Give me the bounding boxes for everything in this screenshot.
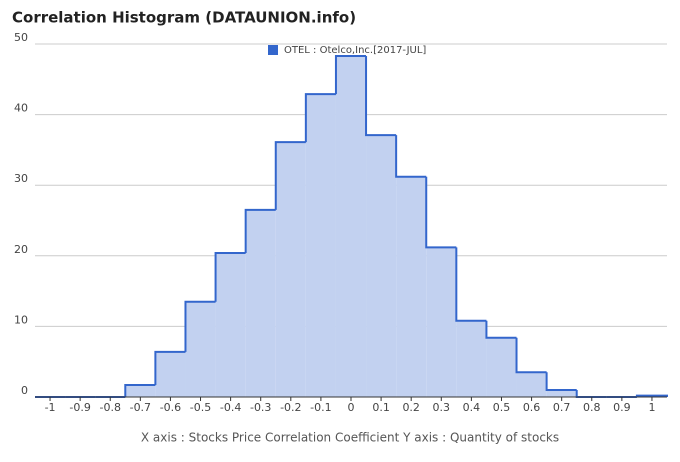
bar-outline <box>304 93 336 143</box>
bar <box>396 176 427 397</box>
x-tick-label: 1 <box>648 401 655 414</box>
bar-outline <box>575 389 607 398</box>
bar <box>305 94 336 397</box>
x-tick-label: 0.7 <box>553 401 571 414</box>
bar-outline <box>334 55 367 95</box>
y-tick-label: 40 <box>14 102 28 115</box>
bar <box>366 135 397 397</box>
y-tick-label: 10 <box>14 313 28 326</box>
x-tick-label: 0.3 <box>433 401 451 414</box>
bar-outline <box>395 135 427 178</box>
x-tick-label: -0.2 <box>280 401 301 414</box>
bar-outline <box>545 372 577 391</box>
bar <box>215 252 246 397</box>
x-tick-label: 0.1 <box>372 401 390 414</box>
bar-outline <box>365 56 397 137</box>
bar-outline <box>214 251 246 302</box>
x-tick-label: 0.4 <box>463 401 481 414</box>
x-tick-label: 0 <box>348 401 355 414</box>
bar-outline <box>274 141 306 210</box>
x-tick-label: -0.8 <box>100 401 121 414</box>
bar <box>426 247 457 397</box>
x-tick-label: 0.5 <box>493 401 511 414</box>
bar-outline <box>124 383 156 397</box>
bar-outline <box>184 300 216 352</box>
bar <box>185 301 216 397</box>
x-tick-label: -0.6 <box>160 401 181 414</box>
x-tick-label: 0.6 <box>523 401 541 414</box>
y-tick-label: 20 <box>14 243 28 256</box>
x-tick-label: -0.4 <box>220 401 241 414</box>
bar <box>456 320 487 397</box>
chart-title: Correlation Histogram (DATAUNION.info) <box>12 9 356 27</box>
bar-outline <box>485 320 517 339</box>
x-tick-label: -0.1 <box>310 401 331 414</box>
bar <box>486 337 517 397</box>
x-tick-label: 0.2 <box>402 401 420 414</box>
bar-outline <box>154 350 186 385</box>
y-tick-label: 0 <box>21 384 28 397</box>
y-tick-label: 30 <box>14 172 28 185</box>
x-tick-label: -0.3 <box>250 401 271 414</box>
x-tick-label: -0.9 <box>69 401 90 414</box>
bar <box>155 351 186 397</box>
x-tick-label: -1 <box>45 401 56 414</box>
bar <box>275 142 306 397</box>
x-tick-label: 0.8 <box>583 401 601 414</box>
bar-outline <box>244 208 276 253</box>
legend-label: OTEL : Otelco,Inc.[2017-JUL] <box>284 45 426 56</box>
x-tick-label: 0.9 <box>613 401 631 414</box>
bar-outline <box>425 176 457 249</box>
bar <box>125 384 156 397</box>
bar-outline <box>635 394 668 397</box>
legend-swatch <box>268 45 278 55</box>
bar-outline <box>455 247 487 322</box>
axis-label: X axis : Stocks Price Correlation Coeffi… <box>141 431 559 445</box>
x-tick-label: -0.5 <box>190 401 211 414</box>
x-tick-label: -0.7 <box>130 401 151 414</box>
bar <box>335 56 367 397</box>
y-tick-label: 50 <box>14 31 28 44</box>
bar <box>516 372 547 397</box>
bar-outline <box>515 337 547 374</box>
bar <box>546 389 577 397</box>
bar <box>245 209 276 397</box>
